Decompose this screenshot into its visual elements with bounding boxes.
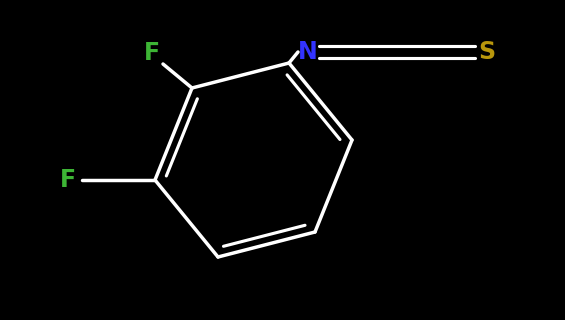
Text: F: F xyxy=(60,168,76,192)
Text: S: S xyxy=(479,40,496,64)
Text: N: N xyxy=(298,40,318,64)
Text: F: F xyxy=(144,41,160,65)
